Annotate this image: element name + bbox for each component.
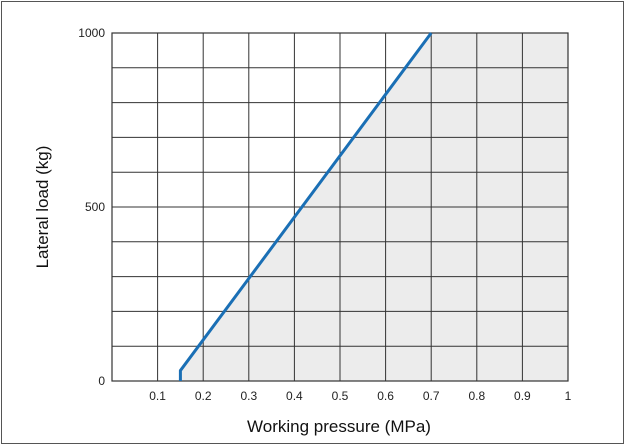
y-tick-label: 500 <box>85 200 105 214</box>
x-tick-label: 0.7 <box>423 389 440 403</box>
plot-area <box>111 32 569 382</box>
x-tick-labels: 0.1 0.2 0.3 0.4 0.5 0.6 0.7 0.8 0.9 1 <box>149 389 571 403</box>
y-tick-labels: 0 500 1000 <box>78 26 105 388</box>
x-axis-label: Working pressure (MPa) <box>247 417 431 436</box>
x-tick-label: 0.5 <box>332 389 349 403</box>
series-line <box>178 32 433 381</box>
x-tick-label: 0.4 <box>286 389 303 403</box>
x-tick-label: 0.8 <box>468 389 485 403</box>
y-axis-label: Lateral load (kg) <box>33 146 52 269</box>
plot-frame <box>111 32 569 382</box>
x-tick-label: 0.2 <box>195 389 212 403</box>
x-tick-label: 1 <box>565 389 572 403</box>
x-tick-label: 0.1 <box>149 389 166 403</box>
y-tick-label: 1000 <box>78 26 105 40</box>
x-tick-label: 0.3 <box>240 389 257 403</box>
x-tick-label: 0.9 <box>514 389 531 403</box>
y-tick-label: 0 <box>98 374 105 388</box>
x-tick-label: 0.6 <box>377 389 394 403</box>
